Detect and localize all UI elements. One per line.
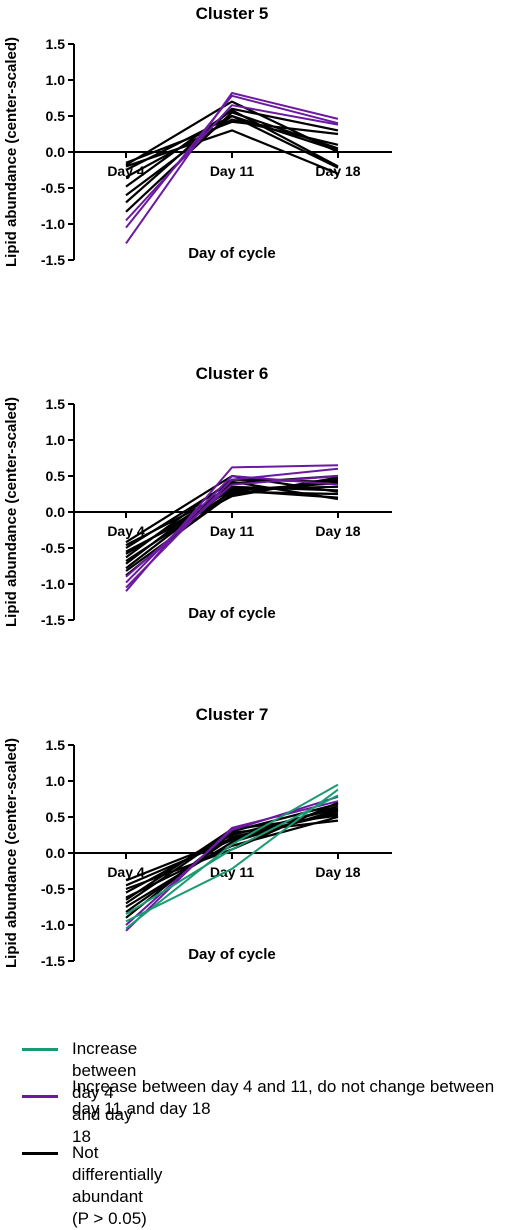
x-tick-label: Day 18 (315, 523, 360, 539)
chart-title: Cluster 5 (196, 4, 269, 23)
x-tick-label: Day 4 (107, 864, 145, 880)
cluster-charts: Cluster 5 Lipid abundance (center-scaled)… (3, 4, 392, 969)
y-tick-label: 0.5 (46, 108, 66, 124)
chart-title: Cluster 6 (196, 364, 269, 383)
y-tick-label: 1.0 (46, 72, 66, 88)
series-line-purple (125, 104, 339, 222)
series-line-purple (125, 800, 339, 932)
series-line-black (125, 109, 339, 188)
y-axis-label: Lipid abundance (center-scaled) (3, 397, 20, 627)
y-axis-label: Lipid abundance (center-scaled) (3, 738, 20, 968)
x-tick-label: Day 18 (315, 163, 360, 179)
x-axis-label: Day of cycle (188, 605, 276, 622)
y-tick-label: 1.5 (46, 737, 66, 753)
x-tick-label: Day 4 (107, 163, 145, 179)
series-line-purple (125, 92, 339, 244)
series-line-black (125, 100, 339, 166)
series-line-black (125, 485, 339, 570)
y-tick-label: -1.5 (41, 953, 65, 969)
series-line-green (125, 788, 339, 923)
series-line-black (125, 120, 339, 164)
y-tick-label: -1.0 (41, 917, 65, 933)
y-tick-label: 1.0 (46, 773, 66, 789)
series-line-black (125, 819, 339, 919)
x-tick-label: Day 11 (210, 523, 255, 539)
y-tick-label: -1.5 (41, 612, 65, 628)
series-line-purple (125, 464, 339, 592)
x-axis-label: Day of cycle (188, 946, 276, 963)
legend-label-black: Not differentially abundant (P > 0.05) (72, 1143, 163, 1228)
y-tick-label: 1.0 (46, 432, 66, 448)
series-line-black (125, 815, 339, 899)
series-line-purple (125, 467, 339, 589)
legend-swatch-purple (22, 1095, 58, 1098)
y-tick-label: -1.0 (41, 216, 65, 232)
legend-swatch-black (22, 1152, 58, 1155)
legend-label-purple: Increase between day 4 and 11, do not ch… (72, 1077, 495, 1118)
y-tick-label: -0.5 (41, 881, 65, 897)
cluster-7-chart: Cluster 7 Lipid abundance (center-scaled)… (3, 705, 392, 969)
x-tick-label: Day 11 (210, 864, 255, 880)
legend-swatch-green (22, 1048, 58, 1051)
series-line-black (125, 114, 339, 171)
x-axis-label: Day of cycle (188, 245, 276, 262)
series-line-black (125, 107, 339, 204)
cluster-6-chart: Cluster 6 Lipid abundance (center-scaled)… (3, 364, 392, 628)
x-tick-label: Day 11 (210, 163, 255, 179)
series-line-green (125, 783, 339, 930)
legend-label-green: Increase between day 4 and day 18 (72, 1039, 138, 1146)
series-line-black (125, 476, 339, 553)
y-tick-label: 0.0 (46, 504, 66, 520)
y-tick-label: 1.5 (46, 396, 66, 412)
series-line-purple (125, 94, 339, 229)
y-tick-label: 0.5 (46, 809, 66, 825)
y-tick-label: -0.5 (41, 180, 65, 196)
series-line-black (125, 129, 339, 175)
y-tick-label: 1.5 (46, 36, 66, 52)
y-tick-label: 0.0 (46, 144, 66, 160)
y-tick-label: -0.5 (41, 540, 65, 556)
y-tick-label: 0.0 (46, 845, 66, 861)
cluster-5-chart: Cluster 5 Lipid abundance (center-scaled)… (3, 4, 392, 268)
y-tick-label: -1.5 (41, 252, 65, 268)
x-tick-label: Day 18 (315, 864, 360, 880)
x-tick-label: Day 4 (107, 523, 145, 539)
series-line-purple (125, 475, 339, 578)
chart-title: Cluster 7 (196, 705, 269, 724)
y-axis-label: Lipid abundance (center-scaled) (3, 37, 20, 267)
y-tick-label: -1.0 (41, 576, 65, 592)
series-line-green (125, 794, 339, 916)
y-tick-label: 0.5 (46, 468, 66, 484)
